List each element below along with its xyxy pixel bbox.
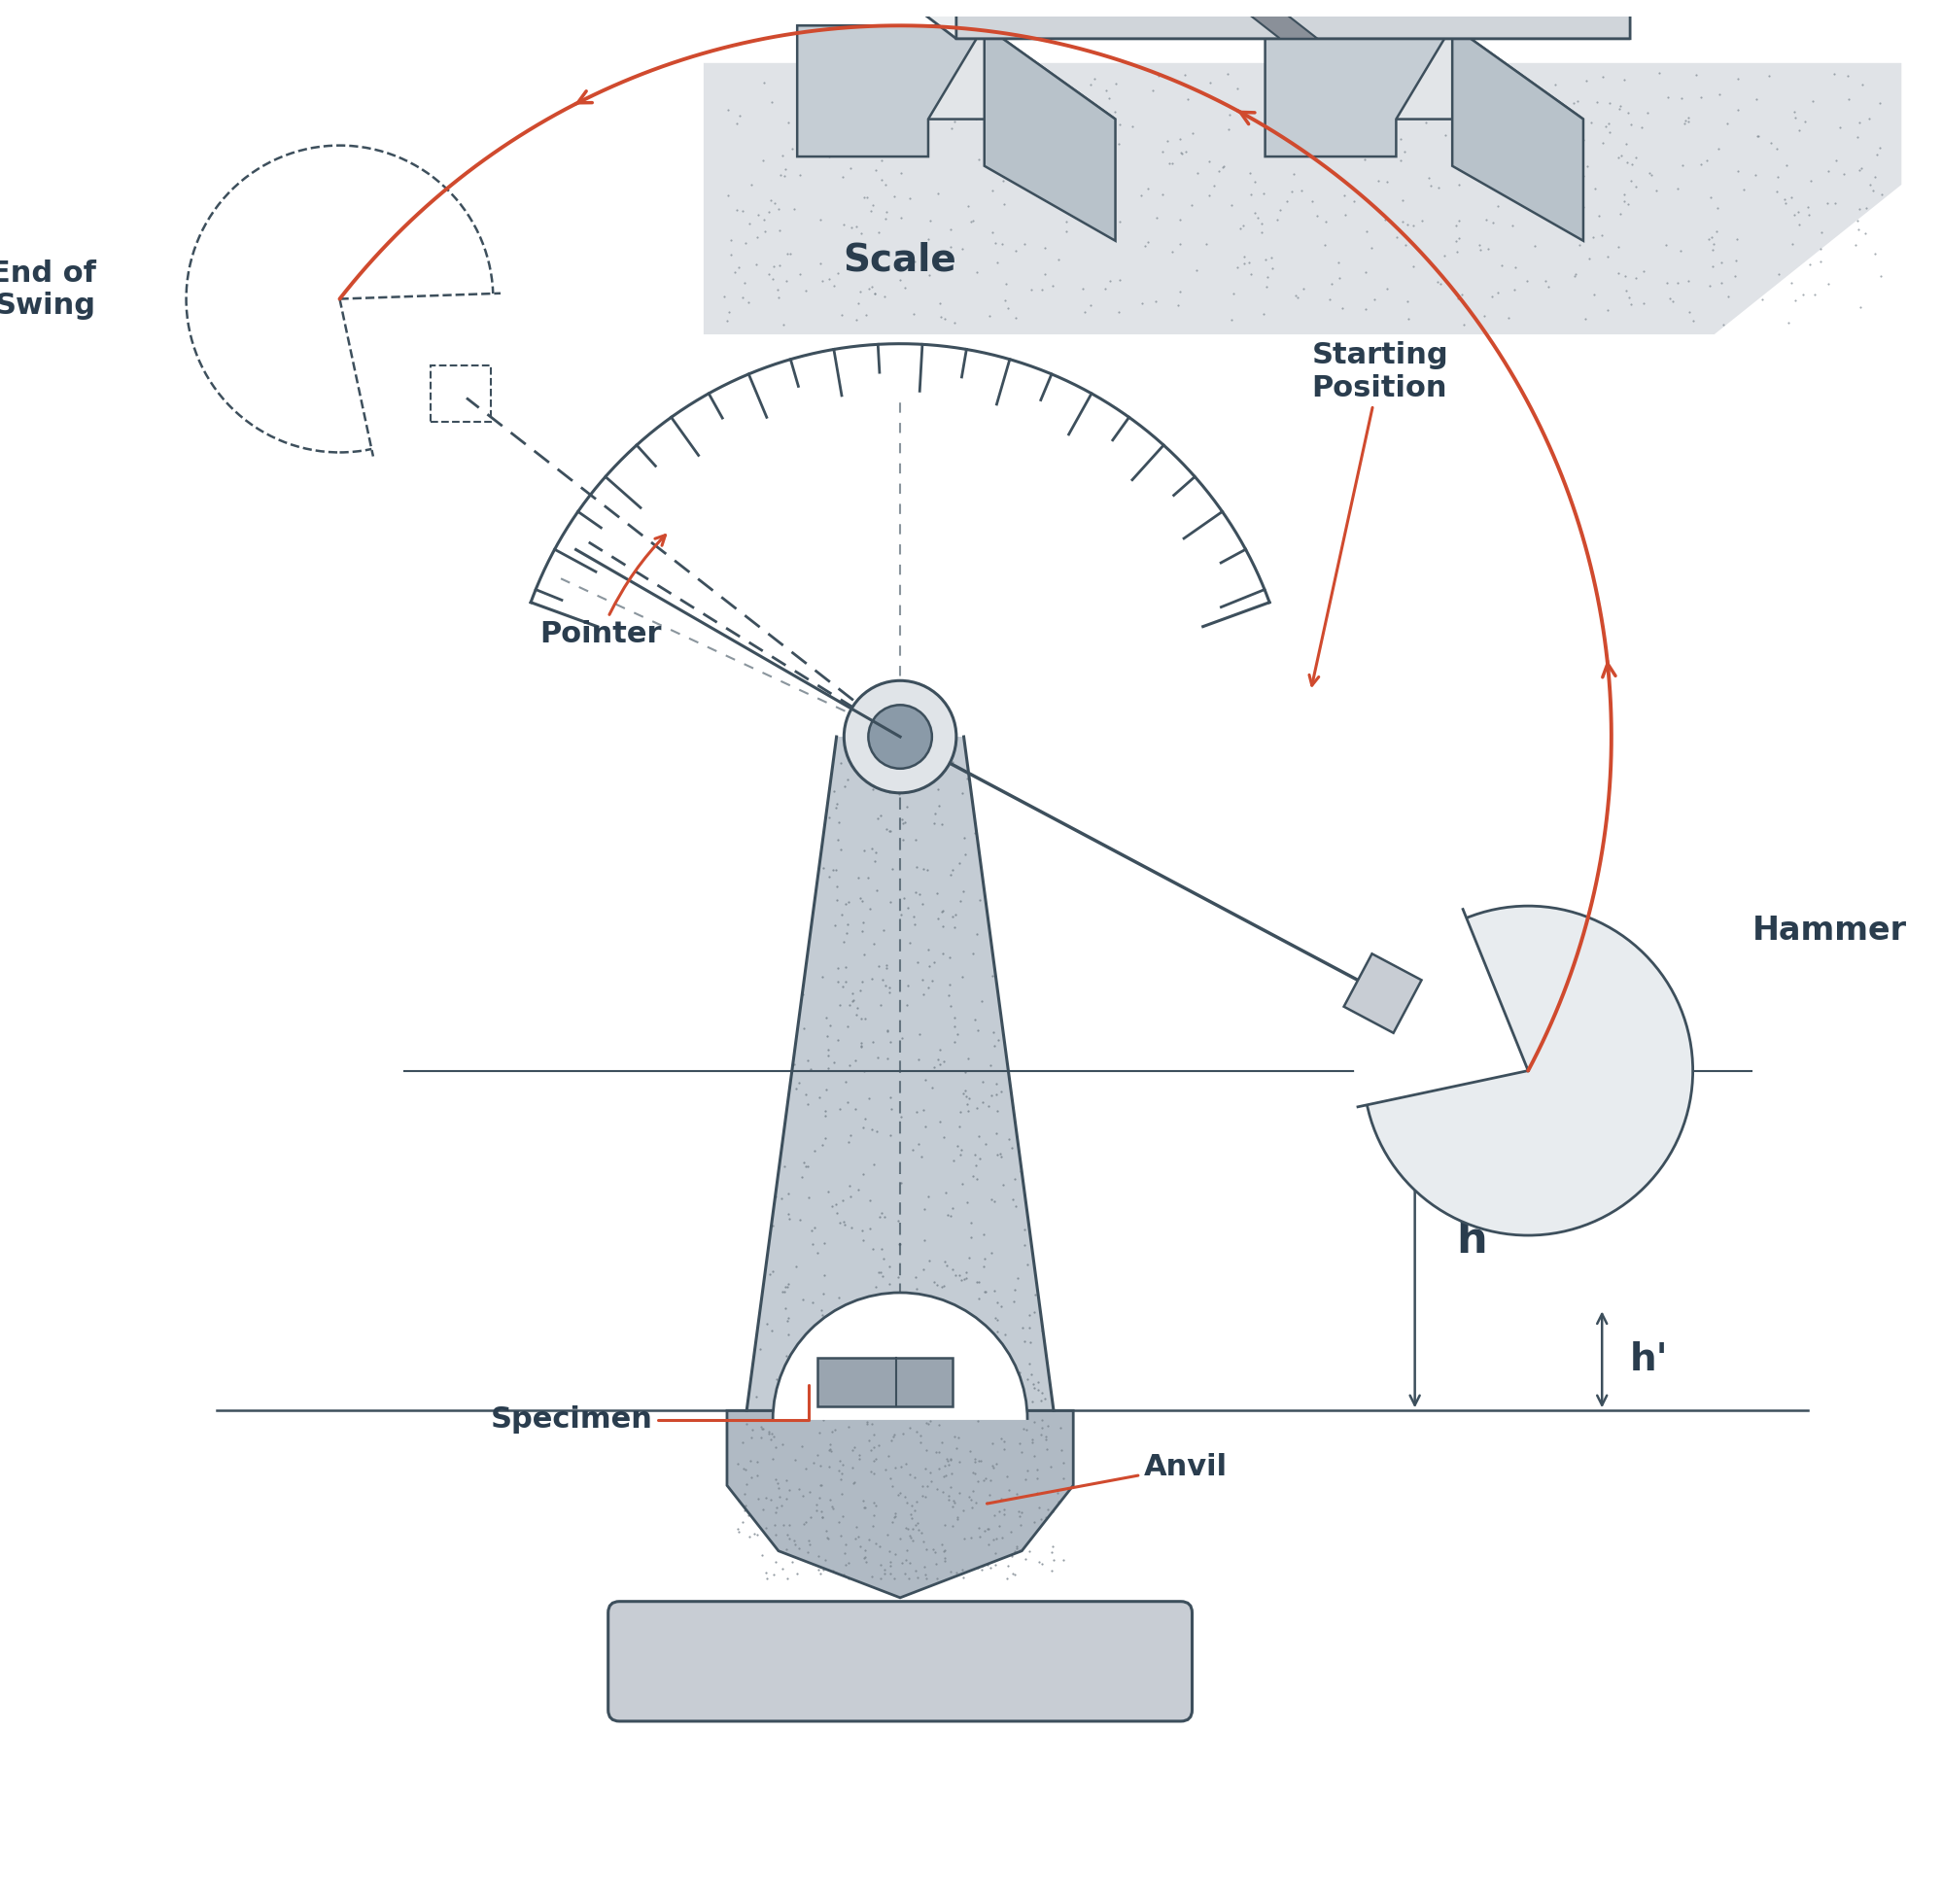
Polygon shape (1264, 25, 1451, 156)
Text: Starting
Position: Starting Position (1309, 341, 1449, 685)
FancyBboxPatch shape (1344, 954, 1422, 1034)
FancyBboxPatch shape (608, 1601, 1192, 1721)
Text: Pointer: Pointer (540, 535, 664, 647)
Polygon shape (703, 63, 1901, 335)
Polygon shape (726, 1411, 1072, 1597)
Polygon shape (796, 25, 985, 156)
Wedge shape (1354, 910, 1526, 1106)
Polygon shape (816, 0, 1629, 38)
Wedge shape (773, 1293, 1027, 1420)
FancyBboxPatch shape (818, 1358, 952, 1407)
Polygon shape (1144, 0, 1317, 38)
Circle shape (1363, 906, 1691, 1236)
Text: h: h (1455, 1220, 1486, 1262)
Polygon shape (796, 25, 1115, 120)
Text: h': h' (1629, 1340, 1668, 1378)
Circle shape (868, 704, 932, 769)
Polygon shape (746, 737, 1053, 1411)
Text: Scale: Scale (843, 242, 955, 278)
Polygon shape (816, 0, 1629, 38)
Circle shape (843, 680, 955, 792)
Polygon shape (1264, 25, 1583, 120)
Polygon shape (985, 25, 1115, 240)
Text: Anvil: Anvil (987, 1453, 1227, 1504)
Text: End of
Swing: End of Swing (0, 259, 97, 320)
Text: Hammer: Hammer (1752, 914, 1907, 946)
Text: Specimen: Specimen (489, 1386, 808, 1434)
Wedge shape (340, 293, 501, 457)
Polygon shape (1451, 25, 1583, 240)
